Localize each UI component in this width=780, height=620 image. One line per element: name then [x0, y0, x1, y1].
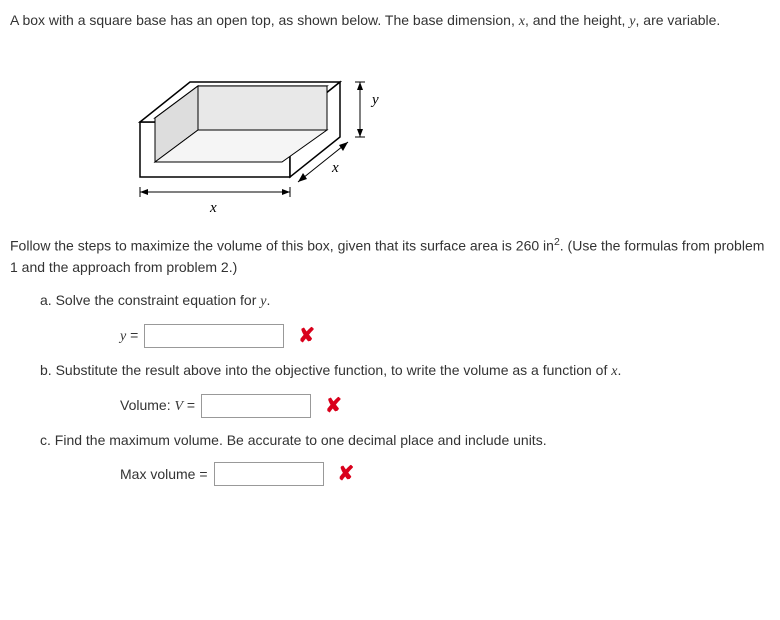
diagram-label-y: y	[370, 92, 379, 108]
intro-text-3: , are variable.	[636, 12, 721, 28]
incorrect-icon: ✘	[325, 396, 342, 416]
part-b-prompt: b. Substitute the result above into the …	[40, 362, 611, 378]
part-b-label: Volume: V =	[120, 397, 195, 415]
follow-text-1: Follow the steps to maximize the volume …	[10, 238, 554, 254]
problem-follow: Follow the steps to maximize the volume …	[10, 235, 770, 278]
part-c-input[interactable]	[214, 462, 324, 486]
part-c-answer-row: Max volume = ✘	[120, 462, 770, 486]
intro-text-2: , and the height,	[525, 12, 629, 28]
problem-intro: A box with a square base has an open top…	[10, 10, 770, 32]
part-a-label: y =	[120, 327, 138, 345]
part-c-prompt: c. Find the maximum volume. Be accurate …	[40, 432, 547, 448]
part-b-input[interactable]	[201, 394, 311, 418]
part-b-period: .	[617, 362, 621, 378]
part-a-prompt: a. Solve the constraint equation for	[40, 292, 260, 308]
incorrect-icon: ✘	[338, 464, 355, 484]
box-diagram: x x y	[110, 42, 770, 225]
diagram-label-x-bottom: x	[209, 200, 217, 216]
part-b: b. Substitute the result above into the …	[40, 362, 770, 418]
part-a-period: .	[266, 292, 270, 308]
intro-text-1: A box with a square base has an open top…	[10, 12, 519, 28]
part-a-answer-row: y = ✘	[120, 324, 770, 348]
part-c-label: Max volume =	[120, 466, 208, 482]
incorrect-icon: ✘	[298, 326, 315, 346]
part-b-answer-row: Volume: V = ✘	[120, 394, 770, 418]
part-a-input[interactable]	[144, 324, 284, 348]
diagram-label-x-side: x	[331, 160, 339, 176]
part-a: a. Solve the constraint equation for y. …	[40, 292, 770, 348]
part-c: c. Find the maximum volume. Be accurate …	[40, 432, 770, 486]
